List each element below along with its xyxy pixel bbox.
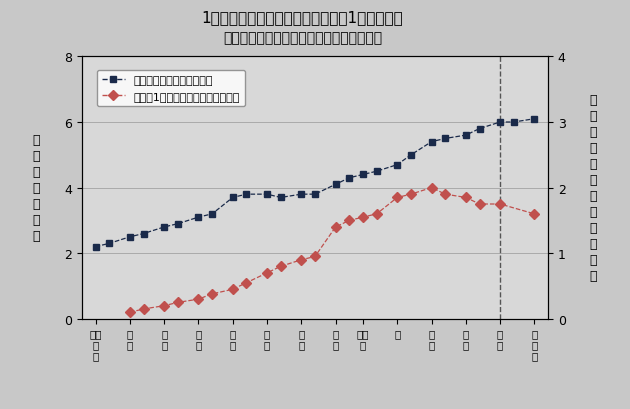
Text: 年間商品販売額の推移（鳥取県、小売業）: 年間商品販売額の推移（鳥取県、小売業） — [223, 31, 382, 45]
Y-axis label: 年
間
商
品
販
売
額
（
千
万
円
）: 年 間 商 品 販 売 額 （ 千 万 円 ） — [590, 94, 597, 282]
Text: 1事業所当たりの従業者数、従業者1人当たりの: 1事業所当たりの従業者数、従業者1人当たりの — [202, 10, 403, 25]
Y-axis label: 従
業
者
数
（
人
）: 従 業 者 数 （ 人 ） — [33, 134, 40, 243]
Legend: １事業所当たりの従業者数, 従業者1人当たりの年間商品販売額: １事業所当たりの従業者数, 従業者1人当たりの年間商品販売額 — [97, 71, 245, 107]
